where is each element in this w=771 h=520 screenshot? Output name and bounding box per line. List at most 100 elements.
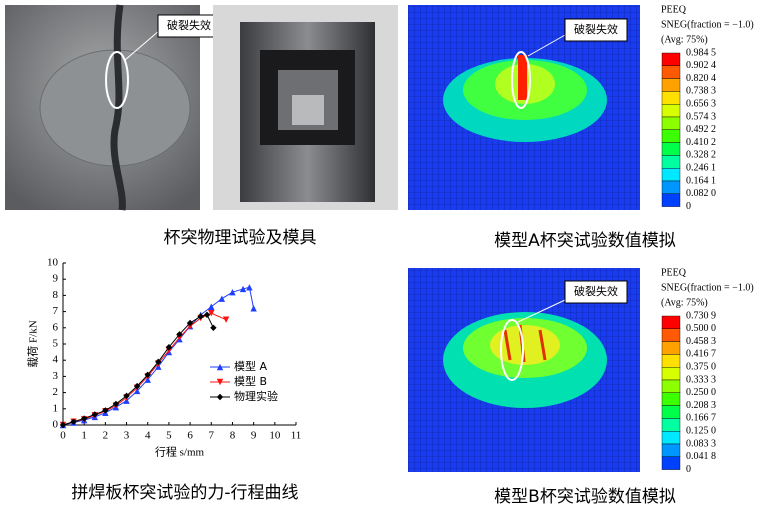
marker bbox=[91, 411, 98, 418]
legend-swatch bbox=[661, 142, 681, 156]
legend-label: 0.574 3 bbox=[686, 111, 716, 122]
marker bbox=[123, 392, 130, 400]
x-tick-label: 9 bbox=[251, 430, 257, 442]
marker bbox=[218, 295, 226, 302]
legend-label: 0 bbox=[686, 201, 691, 212]
marker bbox=[59, 421, 67, 429]
legend-label: 0.250 0 bbox=[686, 387, 716, 398]
photo-specimen: 破裂失效 bbox=[5, 4, 221, 211]
legend-marker bbox=[216, 393, 224, 401]
legend-label: 0.902 4 bbox=[686, 60, 716, 71]
marker bbox=[208, 303, 215, 310]
marker bbox=[102, 407, 109, 414]
x-tick-label: 11 bbox=[291, 430, 302, 442]
caption: 模型B杯突试验数值模拟 bbox=[494, 487, 676, 507]
legend-title: PEEQ bbox=[661, 267, 687, 278]
legend-label: 0.416 7 bbox=[686, 349, 716, 360]
legend-swatch bbox=[661, 379, 681, 394]
y-tick-label: 1 bbox=[53, 402, 59, 414]
legend-label: 0.041 8 bbox=[686, 451, 716, 462]
x-axis-label: 行程 s/mm bbox=[155, 446, 205, 459]
marker bbox=[123, 397, 130, 404]
legend-swatch bbox=[661, 431, 681, 445]
marker bbox=[222, 316, 230, 323]
legend-swatch bbox=[661, 367, 681, 381]
legend-label: 0.164 1 bbox=[686, 175, 716, 186]
legend-marker bbox=[216, 378, 224, 386]
legend-swatch bbox=[661, 456, 681, 470]
marker bbox=[80, 415, 88, 422]
y-tick-label: 5 bbox=[53, 338, 59, 350]
legend-marker bbox=[216, 363, 224, 371]
legend-swatch bbox=[661, 116, 681, 131]
marker bbox=[186, 319, 194, 327]
marker bbox=[176, 331, 183, 338]
legend-label: 0.984 5 bbox=[686, 47, 716, 58]
legend-swatch bbox=[661, 129, 681, 143]
y-tick-label: 2 bbox=[53, 386, 59, 398]
marker bbox=[165, 344, 173, 351]
legend-title: PEEQ bbox=[661, 4, 687, 15]
y-axis-label: 载荷 F/kN bbox=[27, 320, 40, 367]
legend-swatch bbox=[661, 392, 681, 406]
x-tick-label: 1 bbox=[81, 430, 87, 442]
legend-label: 模型 A bbox=[234, 359, 267, 373]
marker bbox=[250, 305, 257, 312]
legend-label: 物理实验 bbox=[234, 389, 278, 403]
marker bbox=[229, 288, 236, 296]
marker bbox=[144, 376, 151, 383]
legend-label: 0.328 2 bbox=[686, 150, 716, 161]
x-tick-label: 5 bbox=[166, 430, 172, 442]
x-tick-label: 6 bbox=[187, 430, 193, 442]
legend-label: 0.492 2 bbox=[686, 124, 716, 135]
marker bbox=[210, 324, 217, 331]
caption: 模型A杯突试验数值模拟 bbox=[494, 231, 676, 251]
legend-subtitle: SNEG(fraction = −1.0) bbox=[661, 282, 754, 293]
y-tick-label: 0 bbox=[53, 419, 59, 431]
y-tick-label: 10 bbox=[47, 257, 59, 269]
legend-label: 0.458 3 bbox=[686, 336, 716, 347]
contour-legend: PEEQ SNEG(fraction = −1.0) (Avg: 75%) 0.730… bbox=[661, 267, 754, 475]
fea-model-b: 破裂失效 bbox=[408, 268, 640, 472]
marker bbox=[70, 418, 77, 425]
legend-swatch bbox=[661, 78, 681, 92]
legend-swatch bbox=[661, 354, 681, 368]
marker bbox=[197, 313, 204, 320]
y-tick-label: 9 bbox=[53, 273, 59, 285]
x-tick-label: 0 bbox=[60, 430, 66, 442]
marker bbox=[112, 400, 120, 408]
series-line bbox=[62, 312, 227, 426]
legend-label: 0.166 7 bbox=[686, 413, 716, 424]
legend-label: 0.208 3 bbox=[686, 400, 716, 411]
annotation: 破裂失效 bbox=[574, 22, 618, 36]
marker bbox=[203, 311, 211, 319]
legend-swatch bbox=[661, 180, 681, 195]
legend-label: 0.246 1 bbox=[686, 162, 716, 173]
x-tick-label: 10 bbox=[269, 430, 281, 442]
marker bbox=[239, 285, 247, 293]
annotation: 破裂失效 bbox=[574, 284, 618, 298]
legend-label: 0.083 3 bbox=[686, 438, 716, 449]
y-tick-label: 4 bbox=[53, 354, 59, 366]
series-line bbox=[62, 314, 214, 426]
x-tick-label: 2 bbox=[103, 430, 109, 442]
legend-avg: (Avg: 75%) bbox=[661, 34, 708, 45]
legend-swatch bbox=[661, 65, 681, 79]
legend-swatch bbox=[661, 155, 681, 169]
fea-model-a: 破裂失效 bbox=[408, 5, 640, 210]
legend-swatch bbox=[661, 328, 681, 342]
photo-die bbox=[213, 5, 398, 210]
legend-label: 0.738 3 bbox=[686, 86, 716, 97]
legend-swatch bbox=[661, 418, 681, 432]
legend-swatch bbox=[661, 91, 681, 105]
y-tick-label: 6 bbox=[53, 321, 59, 333]
contour-legend: PEEQ SNEG(fraction = −1.0) (Avg: 75%) 0.984… bbox=[661, 4, 754, 212]
legend-label: 0.820 4 bbox=[686, 73, 716, 84]
marker bbox=[155, 363, 162, 370]
chart-title: 拼焊板杯突试验的力-行程曲线 bbox=[71, 483, 298, 503]
caption: 杯突物理试验及模具 bbox=[164, 228, 317, 248]
legend-subtitle: SNEG(fraction = −1.0) bbox=[661, 19, 754, 30]
legend-label: 0.656 3 bbox=[686, 98, 716, 109]
legend-label: 0.410 2 bbox=[686, 137, 716, 148]
x-tick-label: 8 bbox=[230, 430, 236, 442]
